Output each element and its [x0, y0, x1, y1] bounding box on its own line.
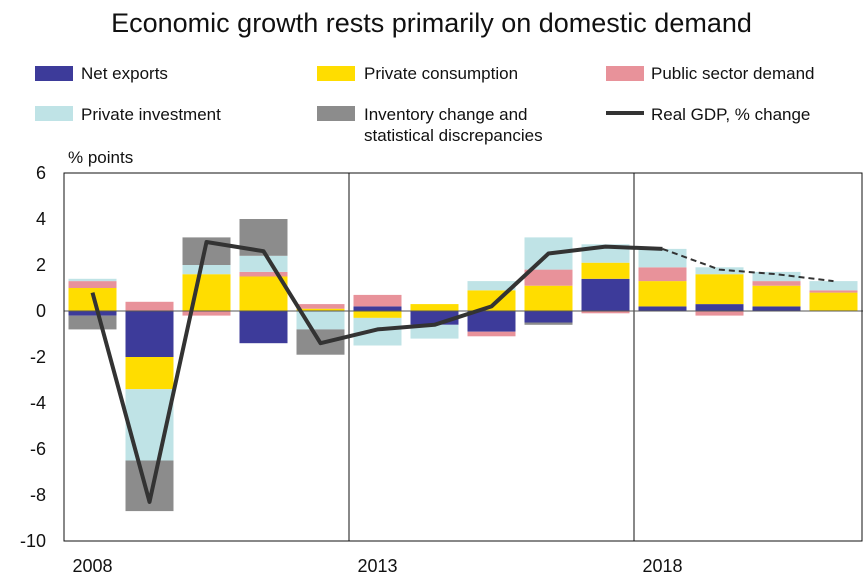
bar-private-consumption-2016	[524, 285, 573, 311]
bar-net-exports-2015	[467, 311, 516, 332]
bar-private-consumption-2018	[638, 281, 687, 307]
bar-private-consumption-2013	[353, 311, 402, 318]
x-tick-2008: 2008	[72, 556, 112, 576]
legend-label-private-investment: Private investment	[81, 105, 221, 124]
legend-label-inventory-change: Inventory change and	[364, 105, 528, 124]
y-tick-0: 0	[36, 301, 46, 321]
bar-private-investment-2015	[467, 281, 516, 291]
bar-public-sector-2013	[353, 294, 402, 307]
bar-net-exports-2018	[638, 306, 687, 311]
bar-private-consumption-2014	[410, 304, 459, 311]
bar-public-sector-2008	[68, 281, 117, 288]
x-tick-2013: 2013	[357, 556, 397, 576]
bar-net-exports-2016	[524, 311, 573, 323]
legend-swatch-net-exports	[35, 66, 73, 81]
bar-public-sector-2017	[581, 311, 630, 314]
bar-net-exports-2008	[68, 311, 117, 316]
bar-private-investment-2010	[182, 265, 231, 275]
bar-inventory-change-2008	[68, 315, 117, 330]
bar-public-sector-2020	[752, 281, 801, 286]
legend-swatch-private-investment	[35, 106, 73, 121]
y-tick-minus-4: -4	[30, 393, 46, 413]
legend-label-inventory-change: statistical discrepancies	[364, 126, 543, 145]
bar-public-sector-2019	[695, 311, 744, 316]
bar-public-sector-2018	[638, 267, 687, 282]
bar-private-investment-2018	[638, 248, 687, 268]
gdp-line-forecast	[662, 247, 834, 283]
y-tick-minus-8: -8	[30, 485, 46, 505]
bar-private-consumption-2009	[125, 357, 174, 390]
bar-private-consumption-2021	[809, 292, 858, 311]
y-tick-minus-10: -10	[20, 531, 46, 551]
bar-net-exports-2009	[125, 311, 174, 357]
bar-public-sector-2021	[809, 290, 858, 293]
bar-private-consumption-2019	[695, 274, 744, 305]
legend-label-public-sector-demand: Public sector demand	[651, 64, 814, 83]
bar-private-consumption-2012	[296, 308, 345, 311]
bar-net-exports-2017	[581, 278, 630, 311]
bar-net-exports-2011	[239, 311, 288, 344]
y-tick-2: 2	[36, 255, 46, 275]
y-tick-4: 4	[36, 209, 46, 229]
y-tick-minus-2: -2	[30, 347, 46, 367]
legend-label-real-gdp: Real GDP, % change	[651, 105, 810, 124]
y-tick-minus-6: -6	[30, 439, 46, 459]
y-tick-6: 6	[36, 163, 46, 183]
bar-net-exports-2013	[353, 306, 402, 311]
bar-inventory-change-2016	[524, 322, 573, 325]
bar-net-exports-2020	[752, 306, 801, 311]
bar-private-investment-2011	[239, 255, 288, 272]
bar-net-exports-2019	[695, 304, 744, 311]
gdp-line-actual	[90, 240, 663, 504]
bar-private-consumption-2017	[581, 262, 630, 279]
bar-public-sector-2012	[296, 304, 345, 309]
bar-private-consumption-2020	[752, 285, 801, 307]
legend-label-private-consumption: Private consumption	[364, 64, 518, 83]
legend-label-net-exports: Net exports	[81, 64, 168, 83]
legend-swatch-inventory-change	[317, 106, 355, 121]
bar-private-investment-2008	[68, 278, 117, 282]
bar-public-sector-2011	[239, 271, 288, 277]
y-axis-label: % points	[68, 148, 133, 167]
x-tick-2018: 2018	[642, 556, 682, 576]
legend-swatch-public-sector-demand	[606, 66, 644, 81]
bar-public-sector-2009	[125, 301, 174, 311]
chart-title: Economic growth rests primarily on domes…	[111, 8, 752, 38]
bar-private-investment-2014	[410, 324, 459, 339]
plot-frame	[63, 172, 863, 542]
bar-public-sector-2016	[524, 269, 573, 286]
bar-private-investment-2019	[695, 267, 744, 275]
bar-public-sector-2010	[182, 311, 231, 316]
bar-private-consumption-2010	[182, 274, 231, 311]
bar-private-investment-2020	[752, 271, 801, 282]
legend-swatch-private-consumption	[317, 66, 355, 81]
bar-private-investment-2021	[809, 281, 858, 291]
bar-public-sector-2015	[467, 331, 516, 337]
bar-private-consumption-2011	[239, 276, 288, 311]
